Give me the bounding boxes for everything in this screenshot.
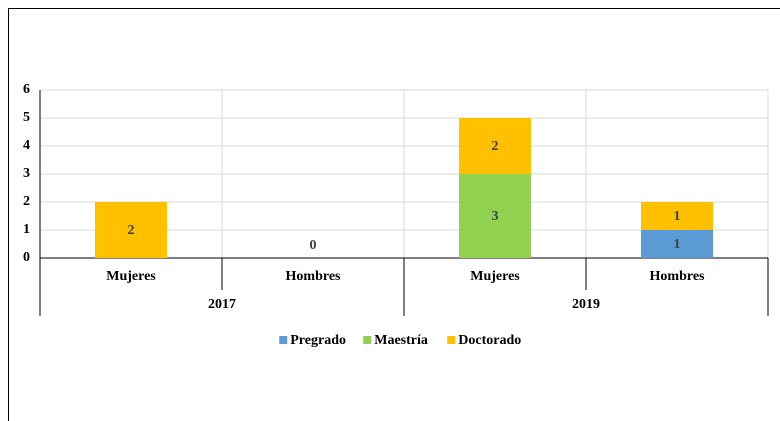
legend-label: Pregrado bbox=[290, 333, 346, 348]
data-label: 1 bbox=[674, 209, 681, 224]
data-label: 3 bbox=[492, 209, 499, 224]
chart-frame bbox=[8, 8, 780, 421]
bar-segment bbox=[641, 202, 713, 230]
y-tick-label: 4 bbox=[23, 138, 30, 153]
bar-segment bbox=[459, 118, 531, 174]
y-tick-label: 6 bbox=[23, 82, 30, 97]
x-tick-label: Hombres bbox=[650, 269, 706, 284]
y-tick-label: 3 bbox=[23, 166, 30, 181]
legend-swatch bbox=[279, 336, 288, 344]
y-tick-label: 1 bbox=[23, 222, 30, 237]
x-tick-label: Mujeres bbox=[470, 269, 520, 284]
bar-segment bbox=[641, 230, 713, 258]
bar-segment bbox=[95, 202, 167, 258]
data-label: 2 bbox=[492, 139, 499, 154]
group-label: 2019 bbox=[572, 297, 600, 312]
x-tick-label: Hombres bbox=[286, 269, 342, 284]
legend-swatch bbox=[447, 336, 456, 344]
data-label: 1 bbox=[674, 237, 681, 252]
legend-label: Doctorado bbox=[458, 333, 521, 348]
data-label: 0 bbox=[310, 238, 317, 253]
group-label: 2017 bbox=[208, 297, 236, 312]
y-tick-label: 5 bbox=[23, 110, 30, 125]
data-label: 2 bbox=[128, 223, 135, 238]
legend-swatch bbox=[363, 336, 372, 344]
y-tick-label: 0 bbox=[23, 250, 30, 265]
y-tick-label: 2 bbox=[23, 194, 30, 209]
bar-segment bbox=[459, 174, 531, 258]
x-tick-label: Mujeres bbox=[106, 269, 156, 284]
legend-label: Maestría bbox=[374, 333, 428, 348]
